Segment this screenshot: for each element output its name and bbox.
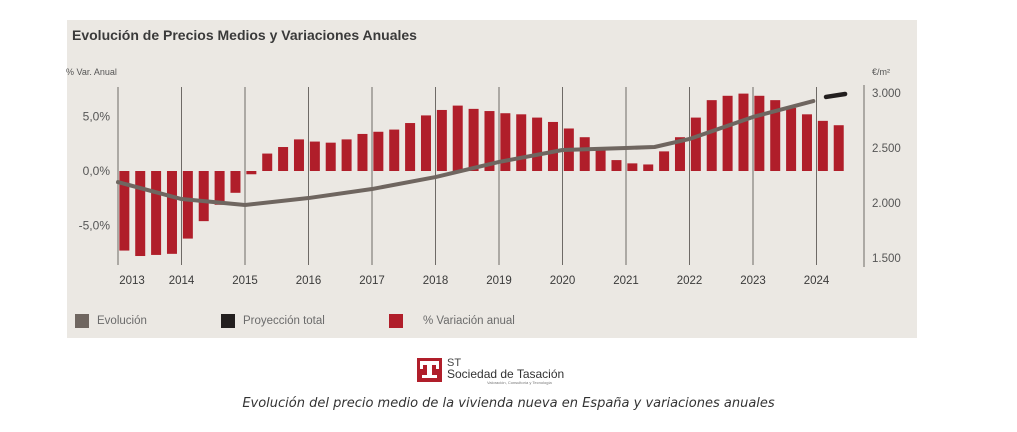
bar [706, 100, 717, 171]
x-tick-label: 2020 [550, 275, 576, 287]
bar [516, 114, 527, 171]
x-tick-label: 2014 [169, 275, 195, 287]
bar [135, 171, 146, 257]
chart-title: Evolución de Precios Medios y Variacione… [72, 27, 417, 43]
figure-caption: Evolución del precio medio de la viviend… [242, 396, 775, 411]
bar [770, 100, 781, 171]
right-tick-label: 3.000 [872, 88, 901, 100]
bar [373, 131, 384, 171]
bar [357, 133, 368, 171]
logo-name: Sociedad de Tasación [447, 367, 565, 381]
bar [198, 171, 209, 222]
bar [674, 137, 685, 171]
bar [262, 153, 273, 171]
bar [738, 93, 749, 171]
bar [119, 171, 130, 251]
legend-swatch-evolution [75, 314, 89, 328]
bar [230, 171, 241, 193]
x-tick-label: 2018 [423, 275, 449, 287]
right-axis-label: €/m² [872, 67, 890, 77]
right-tick-label: 2.000 [872, 198, 901, 210]
legend-variation: % Variación anual [389, 314, 515, 328]
bar [151, 171, 162, 255]
bar [420, 115, 431, 171]
legend-swatch-variation [389, 314, 403, 328]
bar [452, 105, 463, 171]
right-tick-label: 1.500 [872, 253, 901, 265]
bar [579, 137, 590, 171]
left-tick-label: 5,0% [83, 110, 111, 124]
bar [341, 139, 352, 171]
bar [532, 117, 543, 171]
x-tick-label: 2019 [486, 275, 512, 287]
axes: 2013 2014 2015 2016 2017 2018 2019 2020 2021 2022… [66, 67, 901, 287]
bar [436, 109, 447, 171]
x-tick-label: 2021 [613, 275, 639, 287]
bar [500, 113, 511, 171]
bar [389, 129, 400, 171]
x-tick-label: 2022 [677, 275, 703, 287]
bar [817, 120, 828, 171]
legend-projection: Proyección total [221, 314, 325, 328]
bar [833, 125, 844, 171]
legend-label: Evolución [97, 315, 147, 327]
x-tick-label: 2015 [232, 275, 258, 287]
x-tick-label: 2016 [296, 275, 322, 287]
bar [595, 148, 606, 171]
bar [214, 171, 225, 205]
bar [166, 171, 177, 254]
right-tick-label: 2.500 [872, 143, 901, 155]
x-tick-label: 2024 [804, 275, 830, 287]
bar [246, 171, 257, 175]
bar [627, 163, 638, 171]
left-tick-label: -5,0% [79, 219, 111, 233]
bar [643, 164, 654, 171]
bar [405, 123, 416, 171]
logo: ST Sociedad de Tasación Valoración, Cons… [417, 358, 564, 386]
logo-abbr: ST [447, 357, 462, 369]
legend-label: % Variación anual [423, 315, 515, 327]
bar [722, 95, 733, 171]
bar [325, 142, 336, 171]
left-tick-label: 0,0% [83, 164, 111, 178]
projection-line [823, 91, 848, 100]
x-tick-label: 2023 [740, 275, 766, 287]
bar [293, 139, 304, 171]
logo-tagline: Valoración, Consultoría y Tecnología [487, 380, 552, 385]
legend-swatch-projection [221, 314, 235, 328]
x-tick-label: 2017 [359, 275, 385, 287]
bar [786, 107, 797, 171]
bar [468, 108, 479, 171]
left-axis-label: % Var. Anual [66, 67, 117, 77]
bar [484, 111, 495, 171]
logo-t-icon [417, 358, 442, 382]
bar [690, 117, 701, 171]
bar [801, 114, 812, 171]
bar [309, 141, 320, 171]
line-series [116, 91, 848, 207]
bar [547, 121, 558, 171]
legend-evolution: Evolución [75, 314, 147, 328]
bar [754, 95, 765, 171]
bar [611, 160, 622, 171]
x-tick-label: 2013 [119, 275, 145, 287]
bar [278, 147, 289, 171]
bar [659, 151, 670, 171]
legend-label: Proyección total [243, 315, 325, 327]
bars-series [119, 93, 844, 257]
bar [182, 171, 193, 239]
